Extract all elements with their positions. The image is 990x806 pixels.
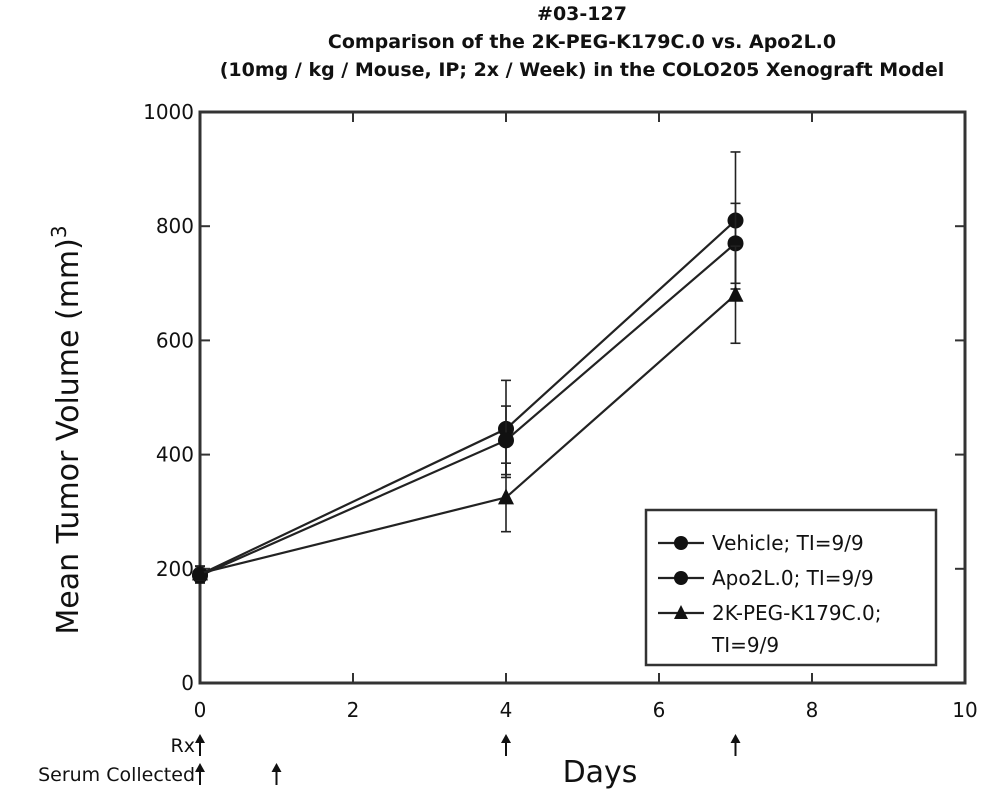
data-point	[674, 536, 688, 550]
y-tick-label: 1000	[143, 100, 194, 124]
annotation-rows: Rx Serum Collected	[38, 734, 741, 786]
annotation-row-label: Rx	[171, 735, 195, 757]
legend-box	[644, 508, 938, 667]
arrow-head	[501, 734, 511, 743]
y-axis-label: Mean Tumor Volume (mm)3	[47, 225, 86, 634]
data-series	[192, 151, 744, 584]
chart-title-line: (10mg / kg / Mouse, IP; 2x / Week) in th…	[220, 59, 945, 81]
arrow-head	[271, 763, 282, 772]
arrow-head	[195, 734, 205, 743]
up-arrow-icon	[271, 763, 282, 785]
arrow-head	[730, 734, 741, 743]
data-point	[727, 235, 744, 252]
chart-title-line: Comparison of the 2K-PEG-K179C.0 vs. Apo…	[328, 31, 836, 53]
x-tick-label: 8	[806, 698, 819, 722]
y-tick-label: 0	[181, 671, 194, 695]
plot-area	[198, 110, 967, 685]
axis-ticks: 0 200 400 600 800 1000 0 2 4 6 8 10	[143, 100, 978, 722]
data-point	[674, 605, 688, 619]
legend-label: 2K-PEG-K179C.0; TI=9/9	[711, 601, 881, 657]
x-tick-label: 6	[653, 698, 666, 722]
up-arrow-icon	[730, 734, 741, 756]
annotation-row-label: Serum Collected	[38, 764, 195, 786]
y-tick-label: 600	[156, 328, 194, 352]
x-tick-label: 10	[952, 698, 977, 722]
chart-title: #03-127 Comparison of the 2K-PEG-K179C.0 …	[220, 3, 945, 81]
series-2	[192, 245, 744, 582]
y-tick-label: 400	[156, 443, 194, 467]
up-arrow-icon	[195, 734, 205, 756]
legend-label: Apo2L.0; TI=9/9	[712, 566, 874, 590]
x-axis-label: Days	[563, 755, 638, 790]
y-tick-label: 800	[156, 214, 194, 238]
up-arrow-icon	[195, 763, 205, 785]
y-tick-label: 200	[156, 557, 194, 581]
data-point	[498, 488, 514, 505]
x-tick-label: 4	[500, 698, 513, 722]
arrow-head	[195, 763, 205, 772]
chart-title-line: #03-127	[537, 3, 627, 25]
x-tick-label: 2	[347, 698, 360, 722]
legend: Vehicle; TI=9/9 Apo2L.0; TI=9/9 2K-PEG-K17…	[644, 508, 938, 667]
data-point	[192, 564, 208, 581]
data-point	[498, 432, 514, 449]
data-point	[674, 571, 688, 585]
data-point	[727, 285, 744, 302]
up-arrow-icon	[501, 734, 511, 756]
plot-frame	[198, 110, 967, 685]
x-tick-label: 0	[194, 698, 207, 722]
legend-label: Vehicle; TI=9/9	[712, 531, 864, 555]
